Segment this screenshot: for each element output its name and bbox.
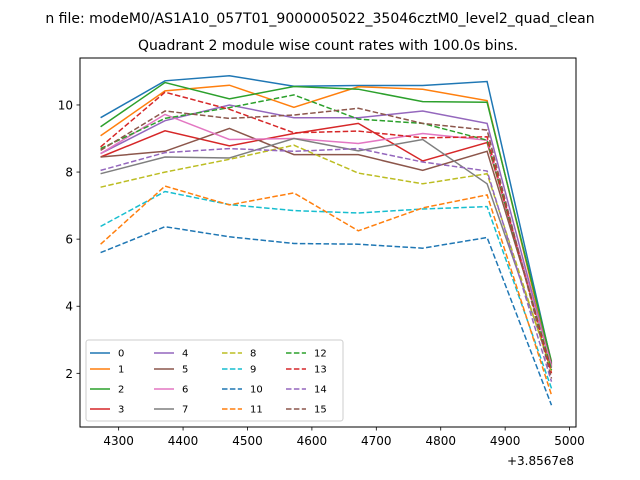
figure-suptitle: n file: modeM0/AS1A10_057T01_9000005022_… [45,11,594,27]
legend-label-1: 1 [118,365,124,376]
legend-label-4: 4 [182,349,188,360]
legend-label-15: 15 [314,405,327,416]
legend-label-11: 11 [250,405,263,416]
legend-label-9: 9 [250,365,256,376]
legend-label-3: 3 [118,405,124,416]
x-tick-label: 4400 [168,434,199,448]
series-line-13 [100,91,553,374]
y-tick-label: 6 [65,233,73,247]
series-line-8 [100,144,553,372]
series-line-0 [100,75,553,364]
series-line-15 [100,107,553,379]
x-offset-label: +3.8567e8 [507,454,574,468]
legend-label-13: 13 [314,365,327,376]
chart-title: Quadrant 2 module wise count rates with … [138,38,518,54]
legend-label-0: 0 [118,349,124,360]
legend-label-10: 10 [250,385,263,396]
series-line-7 [100,137,553,369]
axes-frame [79,57,577,428]
y-tick-label: 8 [65,166,73,180]
y-tick-label: 10 [58,98,73,112]
legend-label-12: 12 [314,349,327,360]
series-line-2 [100,81,553,362]
series-line-12 [100,94,553,371]
x-tick-label: 4600 [297,434,328,448]
x-tick-label: 4500 [232,434,263,448]
y-tick-label: 4 [65,300,73,314]
x-tick-label: 4700 [361,434,392,448]
x-tick-label: 4900 [490,434,521,448]
legend-label-7: 7 [182,405,188,416]
legend-box [85,339,344,422]
series-line-14 [100,147,553,382]
series-line-5 [100,127,553,365]
x-tick-label: 5000 [554,434,585,448]
legend-label-6: 6 [182,385,188,396]
series-line-9 [100,190,553,389]
series-line-10 [100,225,553,406]
x-tick-label: 4300 [103,434,134,448]
x-tick-label: 4800 [425,434,456,448]
series-line-3 [100,122,553,366]
legend-label-2: 2 [118,385,124,396]
series-line-11 [100,185,553,396]
legend-label-14: 14 [314,385,327,396]
y-tick-label: 2 [65,367,73,381]
series-line-6 [100,113,553,367]
legend-label-5: 5 [182,365,188,376]
series-line-1 [100,84,553,367]
plot-area [100,75,553,406]
legend-label-8: 8 [250,349,256,360]
